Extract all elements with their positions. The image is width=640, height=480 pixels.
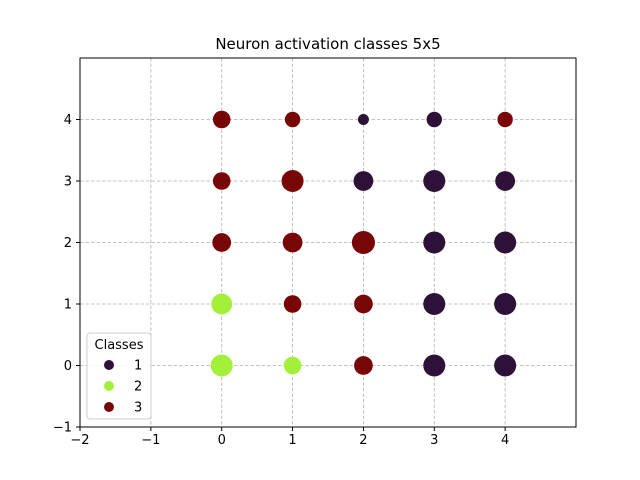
y-tick-label: 4 <box>64 113 72 128</box>
y-tick-label: 3 <box>64 175 72 190</box>
legend-marker <box>104 402 114 412</box>
chart-title: Neuron activation classes 5x5 <box>215 35 440 53</box>
legend-box <box>86 332 152 420</box>
data-point <box>357 114 369 125</box>
x-axis-ticks: −2 −1 0 1 2 3 4 <box>70 427 509 448</box>
data-point <box>497 111 513 128</box>
data-point <box>283 295 302 313</box>
legend-marker <box>104 381 114 391</box>
data-point <box>212 233 232 252</box>
legend-label: 2 <box>134 380 142 395</box>
x-tick-label: 3 <box>430 433 438 448</box>
y-tick-label: 0 <box>64 359 72 374</box>
data-point <box>283 356 302 375</box>
data-point <box>211 293 233 315</box>
data-point <box>423 170 446 192</box>
data-point <box>426 111 442 128</box>
x-tick-label: 1 <box>288 433 296 448</box>
y-tick-label: −1 <box>53 421 72 436</box>
data-point <box>281 170 304 192</box>
legend-entries: 1 2 3 <box>104 359 142 416</box>
legend-label: 3 <box>134 401 142 416</box>
legend: Classes 1 2 3 <box>86 332 152 420</box>
x-tick-label: −1 <box>141 433 160 448</box>
legend-title: Classes <box>95 338 144 353</box>
data-point <box>284 111 301 128</box>
x-tick-label: −2 <box>70 433 89 448</box>
data-point <box>423 231 446 254</box>
data-point <box>210 354 233 377</box>
y-tick-label: 1 <box>64 298 72 313</box>
x-tick-label: 2 <box>359 433 367 448</box>
data-point <box>351 230 375 255</box>
data-point <box>282 232 303 253</box>
data-point <box>423 354 446 377</box>
data-point <box>495 171 516 191</box>
data-points <box>210 110 517 377</box>
data-point <box>494 231 517 254</box>
data-point <box>354 356 373 375</box>
data-point <box>212 172 231 190</box>
data-point <box>494 293 517 315</box>
data-point <box>494 354 517 377</box>
data-point <box>353 171 374 191</box>
x-tick-label: 0 <box>218 433 226 448</box>
data-point <box>212 110 231 129</box>
y-tick-label: 2 <box>64 236 72 251</box>
data-point <box>354 294 373 314</box>
x-tick-label: 4 <box>501 433 509 448</box>
y-axis-ticks: −1 0 1 2 3 4 <box>53 113 80 436</box>
legend-marker <box>104 360 114 370</box>
legend-label: 1 <box>134 359 142 374</box>
data-point <box>423 293 446 315</box>
